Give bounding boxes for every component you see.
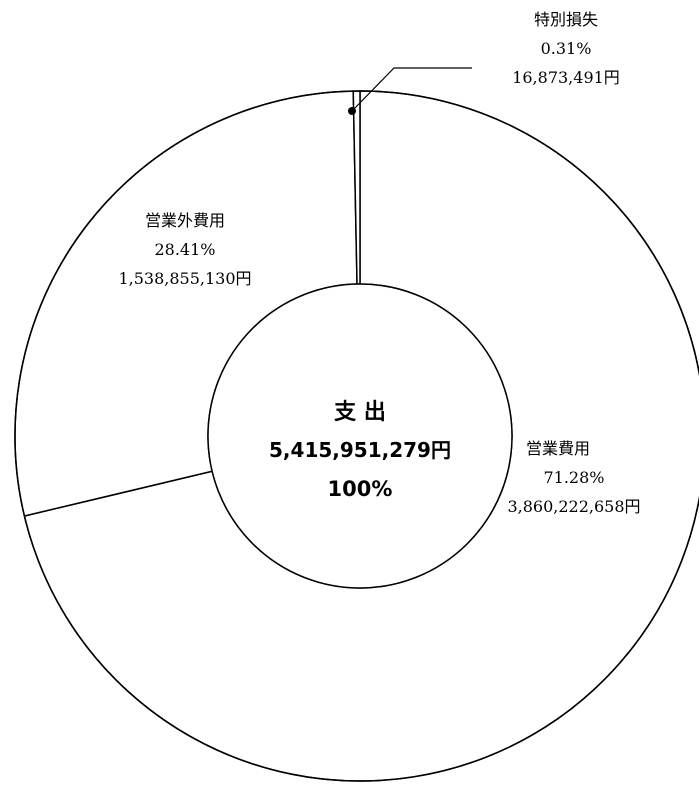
center-total: 5,415,951,279円 [269,438,451,462]
slice-label-eigyogai-hiyo-percent: 28.41% [154,240,215,259]
leader-dot [348,107,356,115]
slice-label-eigyogai-hiyo-amount: 1,538,855,130円 [118,269,251,288]
leader-line [351,67,472,112]
slice-label-tokubetsu-sonshitsu-amount: 16,873,491円 [512,68,620,87]
slice-label-eigyo-hiyo-amount: 3,860,222,658円 [507,497,640,516]
center-title: 支 出 [334,400,386,425]
slice-label-tokubetsu-sonshitsu-name: 特別損失 [534,10,598,29]
slice-label-eigyogai-hiyo-name: 営業外費用 [145,211,225,230]
outer-ring [14,90,699,782]
slice-label-eigyo-hiyo-name: 営業費用 [526,439,590,458]
slice-label-tokubetsu-sonshitsu-percent: 0.31% [541,39,592,58]
center-hole [207,283,513,589]
slice-label-eigyo-hiyo-percent: 71.28% [543,468,604,487]
center-percent: 100% [328,477,393,501]
